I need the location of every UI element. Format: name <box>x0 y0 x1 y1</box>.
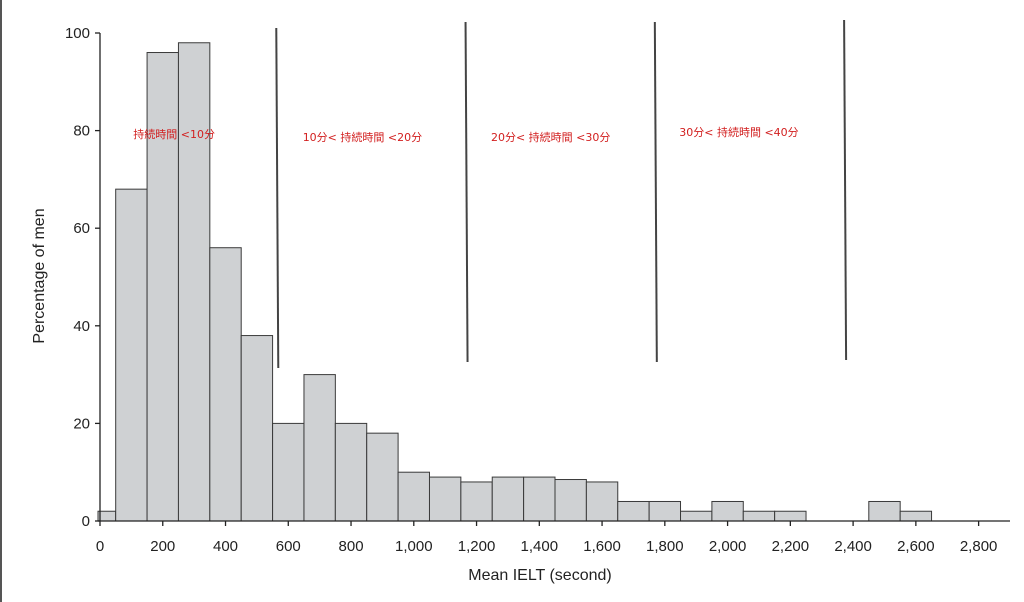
x-tick-label: 1,400 <box>521 538 559 555</box>
duration-annotation: 20分< 持続時間 <30分 <box>491 130 610 144</box>
x-tick-label: 1,000 <box>395 538 433 555</box>
y-axis-label: Percentage of men <box>31 208 48 343</box>
histogram-bar <box>774 510 807 522</box>
x-tick-label: 2,400 <box>834 538 872 555</box>
duration-divider-line <box>275 27 280 369</box>
bars-layer <box>97 42 933 522</box>
histogram-bar <box>617 500 650 522</box>
annotations-layer: 持続時間 <10分 10分< 持続時間 <20分 20分< 持続時間 <30分 30分… <box>133 125 798 144</box>
histogram-bar <box>177 42 211 522</box>
histogram-bar <box>397 471 430 522</box>
x-tick-label: 2,000 <box>709 538 747 555</box>
x-tick-label: 1,600 <box>583 538 621 555</box>
y-ticks-layer: 0 20 40 60 80 100 <box>65 25 100 530</box>
x-tick-label: 2,200 <box>772 538 810 555</box>
histogram-bar <box>460 481 493 522</box>
histogram-bar <box>428 476 462 522</box>
duration-annotation: 持続時間 <10分 <box>133 127 215 141</box>
histogram-bar <box>711 500 744 522</box>
y-tick-label: 80 <box>73 123 90 140</box>
histogram-bar <box>115 188 148 522</box>
duration-annotation: 10分< 持続時間 <20分 <box>303 130 422 144</box>
y-tick-label: 60 <box>73 220 90 237</box>
axes-layer <box>98 33 1010 522</box>
x-tick-label: 0 <box>96 538 104 555</box>
histogram-bar <box>240 335 274 522</box>
histogram-bar <box>585 481 619 522</box>
histogram-bar <box>303 374 336 522</box>
x-axis-label: Mean IELT (second) <box>468 567 611 584</box>
histogram-bar <box>97 510 117 522</box>
duration-annotation: 30分< 持続時間 <40分 <box>679 125 798 139</box>
duration-divider-line <box>653 21 658 363</box>
x-tick-label: 2,800 <box>960 538 998 555</box>
histogram-bar <box>491 476 525 522</box>
histogram-bar <box>146 52 179 522</box>
x-ticks-layer: 0 200 400 600 800 1,000 1,200 1,400 1,600 1,800 2,… <box>96 521 998 555</box>
histogram-bar <box>742 510 776 522</box>
histogram-bar <box>334 422 368 522</box>
x-tick-label: 1,800 <box>646 538 684 555</box>
duration-divider-line <box>464 21 469 363</box>
duration-divider-line <box>843 19 848 361</box>
y-tick-label: 20 <box>73 415 90 432</box>
histogram-bar <box>868 500 901 522</box>
histogram-bar <box>523 476 556 522</box>
y-tick-label: 100 <box>65 25 90 42</box>
histogram-bar <box>648 500 682 522</box>
x-tick-label: 800 <box>339 538 364 555</box>
histogram-bar <box>366 432 399 522</box>
x-tick-label: 400 <box>213 538 238 555</box>
histogram-bar <box>272 422 305 522</box>
histogram-bar <box>554 479 587 522</box>
histogram-bar <box>680 510 713 522</box>
dividers-layer <box>275 19 848 369</box>
x-tick-label: 1,200 <box>458 538 496 555</box>
x-tick-label: 2,600 <box>897 538 935 555</box>
x-tick-label: 600 <box>276 538 301 555</box>
x-tick-label: 200 <box>150 538 175 555</box>
y-tick-label: 40 <box>73 318 90 335</box>
y-tick-label: 0 <box>82 513 90 530</box>
histogram-bar <box>899 510 933 522</box>
window-left-edge <box>0 0 2 602</box>
histogram-bar <box>209 247 242 522</box>
